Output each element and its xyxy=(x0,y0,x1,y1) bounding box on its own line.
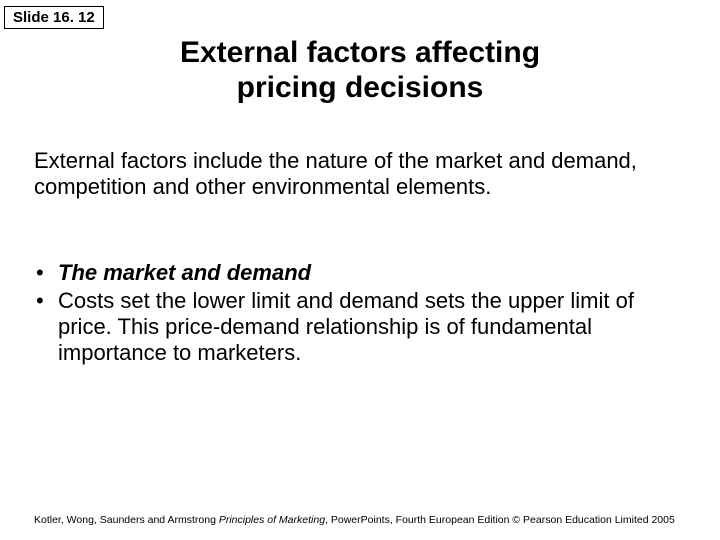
footer-book-title: Principles of Marketing xyxy=(219,514,325,526)
intro-paragraph: External factors include the nature of t… xyxy=(34,148,680,200)
footer-citation: Kotler, Wong, Saunders and Armstrong Pri… xyxy=(34,514,700,526)
title-line-2: pricing decisions xyxy=(237,71,484,104)
bullet-dot-icon: • xyxy=(34,288,58,366)
bullet-2-text: Costs set the lower limit and demand set… xyxy=(58,288,680,366)
footer-rest: , PowerPoints, Fourth European Edition ©… xyxy=(325,514,675,526)
bullet-list: • The market and demand • Costs set the … xyxy=(34,260,680,368)
slide-title: External factors affecting pricing decis… xyxy=(0,36,720,105)
title-line-1: External factors affecting xyxy=(180,36,540,69)
bullet-item-2: • Costs set the lower limit and demand s… xyxy=(34,288,680,366)
slide-number-text: Slide 16. 12 xyxy=(13,9,95,26)
slide-number-box: Slide 16. 12 xyxy=(4,6,104,29)
bullet-1-text: The market and demand xyxy=(58,260,680,286)
bullet-item-1: • The market and demand xyxy=(34,260,680,286)
bullet-dot-icon: • xyxy=(34,260,58,286)
footer-authors: Kotler, Wong, Saunders and Armstrong xyxy=(34,514,219,526)
